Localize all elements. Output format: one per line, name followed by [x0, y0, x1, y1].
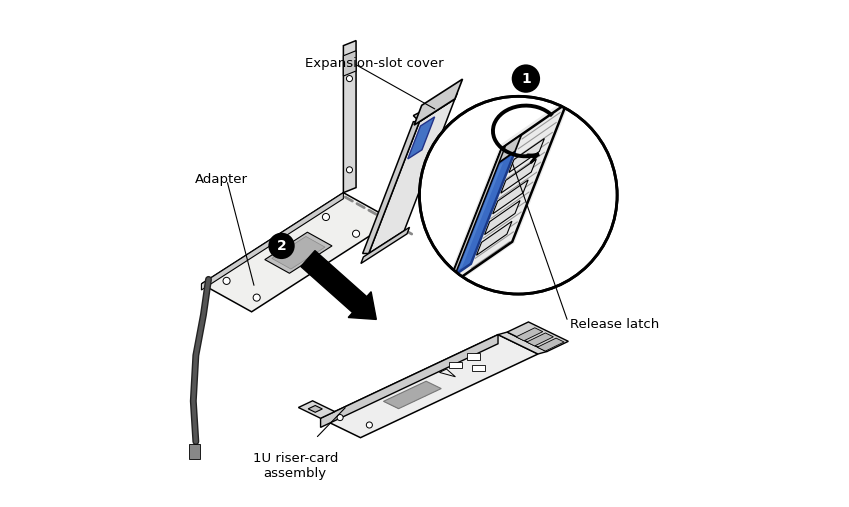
Circle shape [346, 76, 352, 82]
FancyArrow shape [301, 250, 376, 319]
Polygon shape [201, 193, 394, 312]
Bar [449, 362, 462, 369]
Polygon shape [498, 332, 547, 354]
Polygon shape [414, 79, 463, 125]
Polygon shape [361, 227, 409, 264]
Polygon shape [516, 328, 543, 341]
Polygon shape [492, 180, 528, 214]
Polygon shape [537, 338, 564, 351]
Circle shape [346, 167, 352, 173]
Polygon shape [447, 146, 506, 286]
Bar [189, 444, 200, 459]
Text: 2: 2 [277, 239, 286, 253]
Polygon shape [265, 232, 332, 273]
Polygon shape [507, 322, 568, 351]
Polygon shape [408, 117, 435, 159]
Polygon shape [442, 94, 573, 293]
Polygon shape [272, 236, 325, 269]
Polygon shape [476, 221, 512, 256]
Polygon shape [384, 381, 441, 409]
Circle shape [512, 64, 540, 93]
Polygon shape [321, 335, 498, 427]
Text: 1: 1 [521, 71, 531, 86]
Circle shape [337, 415, 343, 421]
Circle shape [223, 277, 230, 284]
Polygon shape [485, 201, 520, 235]
Polygon shape [458, 162, 503, 270]
Text: 1U riser-card
assembly: 1U riser-card assembly [252, 452, 338, 480]
Circle shape [253, 294, 261, 301]
Polygon shape [368, 99, 455, 254]
Bar [472, 365, 485, 371]
Polygon shape [501, 159, 537, 193]
Polygon shape [363, 122, 419, 254]
Polygon shape [526, 333, 554, 346]
Circle shape [366, 422, 373, 428]
Polygon shape [201, 193, 343, 290]
Circle shape [419, 96, 617, 294]
Polygon shape [343, 41, 356, 193]
Text: Expansion-slot cover: Expansion-slot cover [306, 57, 444, 70]
Polygon shape [509, 138, 544, 172]
Polygon shape [455, 152, 515, 275]
Polygon shape [413, 93, 458, 122]
Polygon shape [308, 406, 323, 412]
Polygon shape [321, 335, 538, 438]
Polygon shape [343, 51, 356, 76]
Circle shape [323, 213, 329, 221]
Polygon shape [298, 401, 335, 418]
Circle shape [352, 230, 360, 237]
Bar [467, 353, 480, 360]
Text: Adapter: Adapter [195, 173, 249, 187]
Text: Release latch: Release latch [570, 318, 659, 331]
Circle shape [268, 233, 295, 259]
Polygon shape [495, 134, 521, 165]
